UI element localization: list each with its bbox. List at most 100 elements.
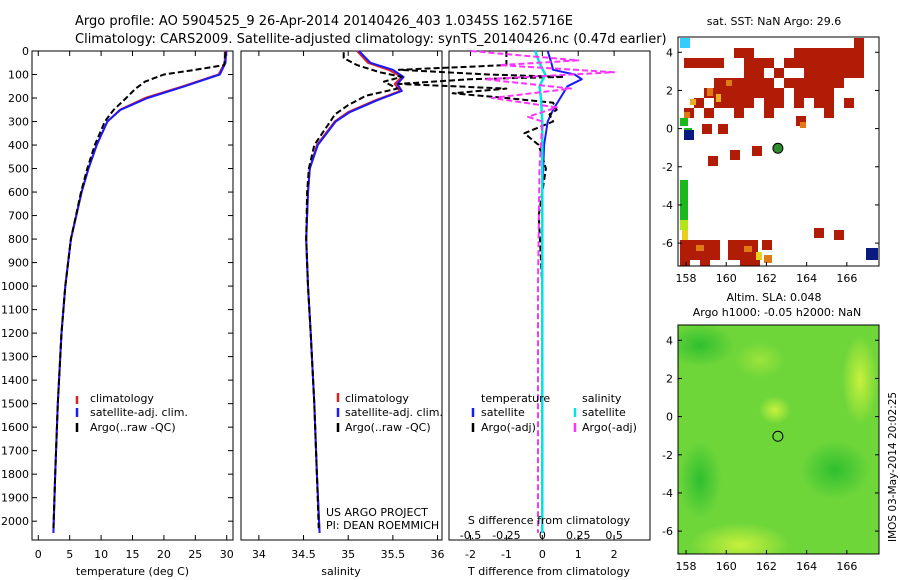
series-s-argo-adj [470,50,616,533]
sst-cell [834,58,844,68]
x-tick-label: 25 [188,548,202,561]
sst-cell [684,58,694,68]
sst-cell [694,58,704,68]
sst-cell [744,246,752,252]
x-tick-label: 1 [575,548,582,561]
sst-cell [728,240,738,250]
sst-cell [814,88,824,98]
sst-cell [774,98,784,108]
sst-cell [854,48,864,58]
y-tick-label: 300 [8,116,29,129]
sst-cell [744,78,754,88]
sst-cell [680,256,690,266]
sst-cell [834,48,844,58]
temperature-xlabel: temperature (deg C) [76,565,189,578]
sst-cell [824,68,834,78]
map-y-tick-label: 2 [666,84,673,97]
sst-cell [690,99,696,105]
x-top-tick-label: -0.25 [492,529,520,542]
map-y-tick-label: -6 [662,525,673,538]
series-s-satellite [533,50,547,533]
sst-cell [716,94,721,102]
sst-cell [796,116,806,126]
map-y-tick-label: -6 [662,237,673,250]
sst-cell [752,146,762,156]
x-tick-label: 35.5 [381,548,406,561]
legend-salinity-title: salinity [582,392,622,405]
sst-cell [854,38,864,48]
map-x-tick-label: 162 [756,560,777,573]
sst-cell [794,98,804,108]
legend-s-argo: Argo(-adj) [582,421,637,434]
x-tick-label: 30 [220,548,234,561]
sst-cell [748,250,758,260]
sst-cell [784,58,794,68]
x-top-tick-label: 0.25 [566,529,591,542]
sst-cell [714,78,724,88]
sst-cell [804,88,814,98]
sst-cell [718,124,728,134]
x-tick-label: 34 [252,548,266,561]
title-line1: Argo profile: AO 5904525_9 26-Apr-2014 2… [75,14,573,29]
sst-cell [764,255,772,263]
map-x-tick-label: 160 [716,560,737,573]
x-tick-label: 35 [341,548,355,561]
sst-cell [740,256,750,266]
project-note: US ARGO PROJECT [326,506,428,519]
y-tick-label: 1300 [1,351,29,364]
legend-t-satellite: satellite [481,406,525,419]
salinity-axes-frame [240,50,443,541]
map-y-tick-label: -2 [662,449,673,462]
map-x-tick-label: 162 [756,272,777,285]
y-tick-label: 1900 [1,492,29,505]
sst-cell [696,245,704,251]
sst-cell [764,88,774,98]
sst-cell [680,240,690,250]
salinity-panel: 34 34.5 35 35.5 36 salinity climatology sate… [240,50,445,578]
sst-cell [748,240,758,250]
y-tick-label: 0 [22,45,29,58]
sst-cell [680,200,688,210]
sst-cell [728,250,738,260]
sst-cell [702,124,712,134]
sst-cell [710,250,720,260]
sst-cell [800,122,806,128]
y-tick-label: 1200 [1,327,29,340]
y-tick-label: 400 [8,139,29,152]
sst-cell [866,248,878,260]
sst-cell [680,220,688,230]
x-tick-label: 15 [126,548,140,561]
sla-map-panel: Altim. SLA: 0.048 Argo h1000: -0.05 h200… [662,291,880,573]
sst-cell [754,68,764,78]
imos-stamp: IMOS 03-May-2014 20:02:25 [887,392,899,542]
sst-cell [734,88,744,98]
series-climatology [305,50,403,533]
sst-cell [707,88,713,96]
legend-t-argo: Argo(-adj) [481,421,536,434]
x-tick-label: 20 [157,548,171,561]
sst-cell [690,240,700,250]
sst-cell [814,98,824,108]
sst-cell [814,228,824,238]
y-tick-label: 1600 [1,421,29,434]
map-y-tick-label: 0 [666,123,673,136]
x-top-tick-label: 0 [539,529,546,542]
temperature-legend: climatology satellite-adj. clim. Argo(..… [75,392,188,434]
sst-cell [762,240,772,250]
sst-cell [814,78,824,88]
sst-title: sat. SST: NaN Argo: 29.6 [707,15,841,28]
x-top-tick-label: -0.5 [460,529,481,542]
sst-cell [744,98,754,108]
sst-cell [754,88,764,98]
sst-cell [834,78,844,88]
legend-s-satellite: satellite [582,406,626,419]
difference-axes-frame [448,50,651,541]
y-tick-label: 200 [8,92,29,105]
difference-xlabel-top: S difference from climatology [468,514,631,527]
sst-map-cells [680,38,878,266]
legend-temperature-title: temperature [481,392,550,405]
sst-cell [854,58,864,68]
sst-cell [834,230,844,240]
x-tick-label: -1 [501,548,512,561]
map-y-tick-label: -4 [662,199,673,212]
